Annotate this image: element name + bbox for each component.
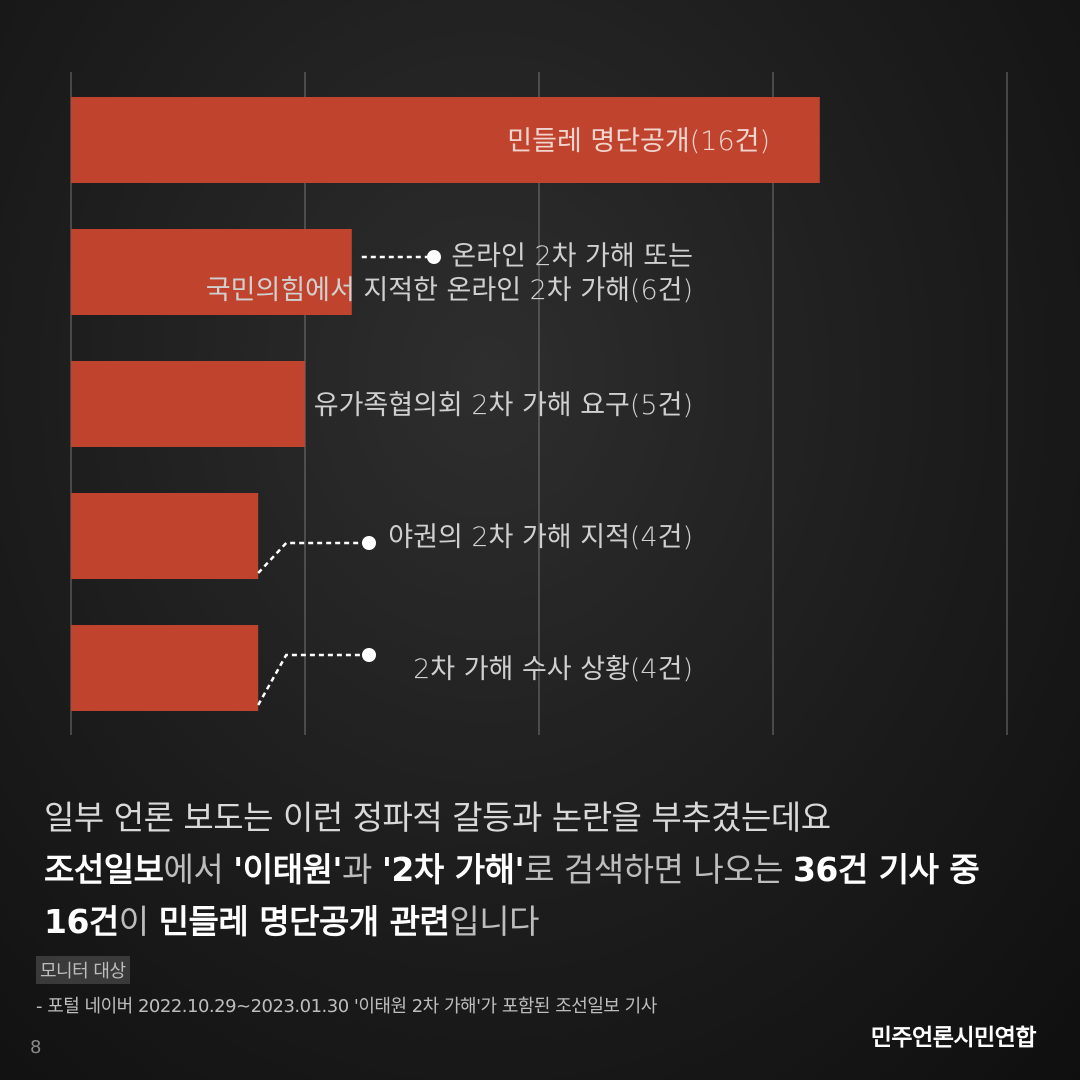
leader-dot (362, 536, 376, 550)
caption: 일부 언론 보도는 이런 정파적 갈등과 논란을 부추겼는데요 조선일보에서 '… (44, 792, 1044, 948)
leader-dot (362, 648, 376, 662)
caption-segment: '2차 가해' (381, 850, 525, 889)
caption-segment: 16건 (44, 902, 119, 941)
bar-label: 2차 가해 수사 상황(4건) (413, 654, 693, 685)
bar (71, 493, 259, 579)
leader-line (257, 653, 367, 706)
caption-line-3: 16건이 민들레 명단공개 관련입니다 (44, 896, 1044, 948)
page-number: 8 (30, 1037, 42, 1058)
source-title: 모니터 대상 (36, 956, 130, 984)
source-detail: - 포털 네이버 2022.10.29~2023.01.30 '이태원 2차 가… (36, 996, 657, 1017)
bar-label: 국민의힘에서 지적한 온라인 2차 가해(6건) (206, 275, 693, 306)
bar (71, 229, 352, 315)
leader-line (257, 541, 367, 574)
caption-line-2: 조선일보에서 '이태원'과 '2차 가해'로 검색하면 나오는 36건 기사 중 (44, 844, 1044, 896)
source-note: 모니터 대상 - 포털 네이버 2022.10.29~2023.01.30 '이… (36, 956, 936, 1018)
bar (71, 361, 305, 447)
caption-segment: '이태원' (233, 850, 342, 889)
organization-logo: 민주언론시민연합 (870, 1025, 1037, 1051)
leader-dot (427, 250, 441, 264)
bar-label: 야권의 2차 가해 지적(4건) (388, 522, 693, 553)
caption-segment: 조선일보 (44, 850, 164, 889)
bar (71, 625, 259, 711)
bar-label: 온라인 2차 가해 또는 (451, 241, 693, 272)
caption-line-1: 일부 언론 보도는 이런 정파적 갈등과 논란을 부추겼는데요 (44, 798, 831, 837)
bar (71, 97, 820, 183)
bar-label: 민들레 명단공개(16건) (507, 126, 770, 157)
caption-segment: 에서 (163, 850, 234, 889)
bar-label: 유가족협의회 2차 가해 요구(5건) (314, 390, 693, 421)
caption-segment: 이 (118, 902, 159, 941)
caption-segment: 민들레 명단공개 관련 (158, 902, 450, 941)
caption-segment: 36건 기사 중 (792, 850, 980, 889)
caption-segment: 입니다 (449, 902, 539, 941)
caption-segment: 로 검색하면 나오는 (524, 850, 793, 889)
caption-segment: 과 (341, 850, 382, 889)
